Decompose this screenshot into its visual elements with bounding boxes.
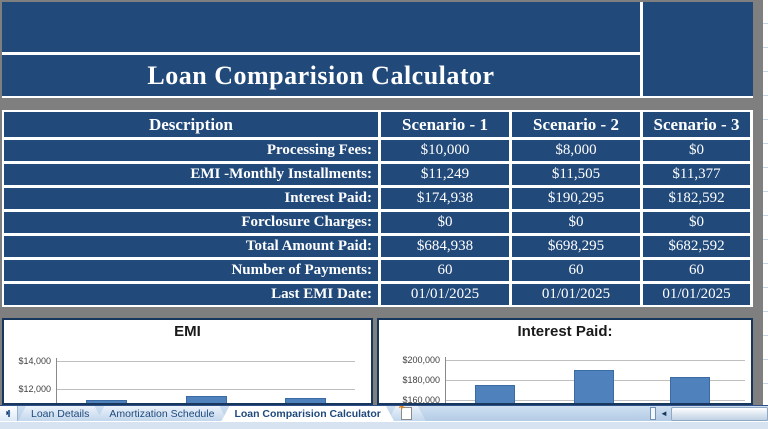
value-cell-scenario-3[interactable]: $682,592 bbox=[643, 236, 750, 257]
y-axis-line bbox=[56, 358, 57, 403]
insert-worksheet-icon: ✱ bbox=[401, 407, 412, 420]
value-cell-scenario-2[interactable]: $190,295 bbox=[512, 188, 640, 209]
y-axis-tick-label: $160,000 bbox=[402, 395, 440, 405]
column-header-scenario-1[interactable]: Scenario - 1 bbox=[381, 112, 509, 137]
hscroll-left-button[interactable]: ◄ bbox=[658, 406, 670, 421]
y-axis-tick-label: $12,000 bbox=[18, 384, 51, 394]
value-cell-scenario-3[interactable]: $0 bbox=[643, 140, 750, 161]
bar-scenario-3[interactable] bbox=[285, 397, 326, 403]
row-label-interest-paid[interactable]: Interest Paid: bbox=[4, 188, 378, 209]
hscroll-thumb[interactable] bbox=[671, 407, 768, 421]
column-header-scenario-2[interactable]: Scenario - 2 bbox=[512, 112, 640, 137]
value-cell-scenario-3[interactable]: $182,592 bbox=[643, 188, 750, 209]
sheet-tab-loan-comparision-calculator[interactable]: Loan Comparision Calculator bbox=[221, 406, 393, 421]
insert-worksheet-tab[interactable]: ✱ bbox=[388, 406, 426, 421]
chart-gridline bbox=[445, 360, 745, 361]
value-cell-scenario-3[interactable]: 60 bbox=[643, 260, 750, 281]
value-cell-scenario-1[interactable]: 60 bbox=[381, 260, 509, 281]
y-axis-tick-label: $180,000 bbox=[402, 375, 440, 385]
chart-gridline bbox=[56, 389, 355, 390]
column-header-description[interactable]: Description bbox=[4, 112, 378, 137]
value-cell-scenario-3[interactable]: $11,377 bbox=[643, 164, 750, 185]
value-cell-scenario-2[interactable]: $8,000 bbox=[512, 140, 640, 161]
last-sheet-button[interactable]: ► bbox=[0, 406, 18, 421]
status-strip bbox=[0, 421, 768, 429]
bar-scenario-2[interactable] bbox=[574, 369, 614, 403]
hscroll-left-icon: ◄ bbox=[660, 409, 668, 418]
value-cell-scenario-2[interactable]: 01/01/2025 bbox=[512, 284, 640, 305]
value-cell-scenario-2[interactable]: 60 bbox=[512, 260, 640, 281]
page-title: Loan Comparision Calculator bbox=[2, 55, 640, 96]
bar-scenario-2[interactable] bbox=[186, 395, 227, 403]
y-axis-line bbox=[445, 357, 446, 403]
unformatted-cells-column[interactable] bbox=[763, 0, 768, 405]
value-cell-scenario-1[interactable]: $0 bbox=[381, 212, 509, 233]
tab-scrollbar-splitter[interactable] bbox=[650, 407, 656, 420]
row-label-total-amount-paid[interactable]: Total Amount Paid: bbox=[4, 236, 378, 257]
value-cell-scenario-1[interactable]: $174,938 bbox=[381, 188, 509, 209]
emi-chart-title: EMI bbox=[174, 323, 201, 340]
comparison-table: Description Scenario - 1 Scenario - 2 Scena… bbox=[2, 110, 753, 307]
value-cell-scenario-2[interactable]: $11,505 bbox=[512, 164, 640, 185]
sheet-tab-loan-details[interactable]: Loan Details bbox=[18, 406, 102, 421]
insert-worksheet-spark-icon: ✱ bbox=[398, 402, 406, 411]
banner-spacer-block bbox=[2, 2, 640, 52]
y-axis-tick-label: $14,000 bbox=[18, 356, 51, 366]
value-cell-scenario-2[interactable]: $698,295 bbox=[512, 236, 640, 257]
value-cell-scenario-1[interactable]: $10,000 bbox=[381, 140, 509, 161]
emi-chart[interactable]: EMI $14,000 $12,000 bbox=[2, 318, 373, 405]
bar-scenario-1[interactable] bbox=[475, 385, 515, 403]
row-label-last-emi-date[interactable]: Last EMI Date: bbox=[4, 284, 378, 305]
column-header-scenario-3[interactable]: Scenario - 3 bbox=[643, 112, 750, 137]
sheet-tabs: Loan Details Amortization Schedule Loan Co… bbox=[18, 406, 426, 421]
banner-right-block bbox=[643, 2, 753, 96]
row-label-processing-fees[interactable]: Processing Fees: bbox=[4, 140, 378, 161]
chart-gridline bbox=[56, 361, 355, 362]
row-label-forclosure-charges[interactable]: Forclosure Charges: bbox=[4, 212, 378, 233]
header-banner: Loan Comparision Calculator bbox=[2, 2, 753, 98]
value-cell-scenario-1[interactable]: $684,938 bbox=[381, 236, 509, 257]
bar-scenario-3[interactable] bbox=[670, 377, 710, 403]
value-cell-scenario-3[interactable]: 01/01/2025 bbox=[643, 284, 750, 305]
y-axis-tick-label: $200,000 bbox=[402, 355, 440, 365]
last-sheet-icon-bar bbox=[7, 410, 10, 417]
interest-paid-chart-title: Interest Paid: bbox=[517, 323, 613, 340]
sheet-tab-amortization-schedule[interactable]: Amortization Schedule bbox=[96, 406, 227, 421]
interest-paid-chart[interactable]: Interest Paid: $200,000 $180,000 $160,000 bbox=[377, 318, 753, 405]
value-cell-scenario-1[interactable]: $11,249 bbox=[381, 164, 509, 185]
row-label-emi-monthly-installments[interactable]: EMI -Monthly Installments: bbox=[4, 164, 378, 185]
bar-scenario-1[interactable] bbox=[86, 399, 127, 403]
value-cell-scenario-1[interactable]: 01/01/2025 bbox=[381, 284, 509, 305]
row-label-number-of-payments[interactable]: Number of Payments: bbox=[4, 260, 378, 281]
value-cell-scenario-2[interactable]: $0 bbox=[512, 212, 640, 233]
value-cell-scenario-3[interactable]: $0 bbox=[643, 212, 750, 233]
